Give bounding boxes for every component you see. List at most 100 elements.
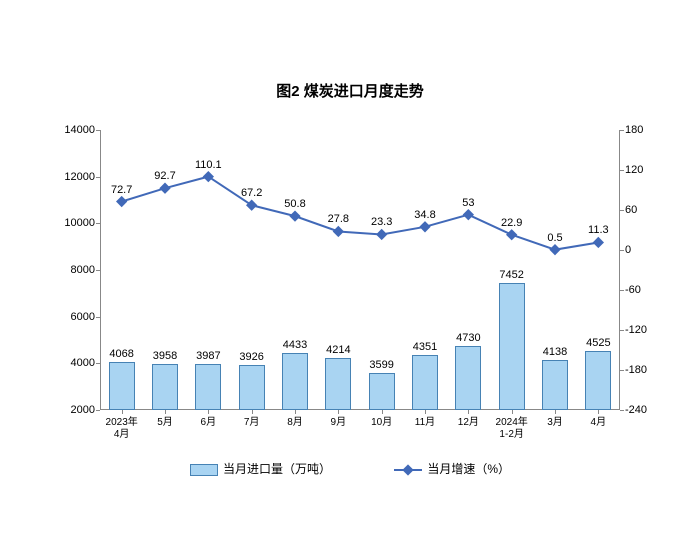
line-marker xyxy=(159,183,170,194)
line-marker xyxy=(246,200,257,211)
bar-label: 3987 xyxy=(196,350,220,362)
line-label: 27.8 xyxy=(328,213,349,225)
y-left-tick: 4000 xyxy=(60,357,95,369)
x-tick-mark xyxy=(468,410,469,414)
x-tick: 11月 xyxy=(405,417,445,429)
chart-legend: 当月进口量（万吨） 当月增速（%） xyxy=(0,460,700,477)
line-marker xyxy=(593,237,604,248)
bar-label: 4138 xyxy=(543,346,567,358)
y-right-tick: -120 xyxy=(625,324,660,336)
x-tick-mark xyxy=(122,410,123,414)
legend-bar-swatch xyxy=(190,464,218,476)
bar-label: 4351 xyxy=(413,341,437,353)
x-tick-mark xyxy=(252,410,253,414)
y-right-tick-mark xyxy=(620,250,624,251)
y-left-tick-mark xyxy=(96,410,100,411)
y-right-tick-mark xyxy=(620,290,624,291)
line-marker xyxy=(549,244,560,255)
line-label: 34.8 xyxy=(414,209,435,221)
line-marker xyxy=(333,226,344,237)
y-right-tick: -60 xyxy=(625,284,660,296)
y-left-tick: 10000 xyxy=(60,217,95,229)
line-label: 67.2 xyxy=(241,187,262,199)
line-label: 23.3 xyxy=(371,216,392,228)
y-left-tick: 14000 xyxy=(60,124,95,136)
y-right-tick: -180 xyxy=(625,364,660,376)
bar-label: 4214 xyxy=(326,344,350,356)
bar xyxy=(109,362,135,410)
y-right-tick-mark xyxy=(620,210,624,211)
chart-title: 图2 煤炭进口月度走势 xyxy=(0,80,700,101)
x-tick-mark xyxy=(165,410,166,414)
y-left-tick-mark xyxy=(96,363,100,364)
y-left-tick: 6000 xyxy=(60,311,95,323)
y-right-tick-mark xyxy=(620,370,624,371)
bar xyxy=(239,365,265,410)
y-left-tick-mark xyxy=(96,130,100,131)
bar-label: 3599 xyxy=(369,359,393,371)
x-tick-mark xyxy=(295,410,296,414)
legend-bar-item: 当月进口量（万吨） xyxy=(190,460,331,477)
bar xyxy=(369,373,395,410)
y-right-tick: 60 xyxy=(625,204,660,216)
line-label: 11.3 xyxy=(588,224,609,236)
line-label: 53 xyxy=(462,197,474,209)
x-tick: 7月 xyxy=(232,417,272,429)
x-tick: 6月 xyxy=(188,417,228,429)
y-left-tick: 12000 xyxy=(60,171,95,183)
line-label: 22.9 xyxy=(501,217,522,229)
bar-label: 3926 xyxy=(239,351,263,363)
x-tick: 12月 xyxy=(448,417,488,429)
legend-bar-label: 当月进口量（万吨） xyxy=(223,462,331,476)
y-right-tick-mark xyxy=(620,130,624,131)
x-tick-mark xyxy=(555,410,556,414)
x-tick-mark xyxy=(512,410,513,414)
line-series xyxy=(122,177,599,250)
y-left-tick-mark xyxy=(96,177,100,178)
legend-diamond-icon xyxy=(403,464,414,475)
line-label: 50.8 xyxy=(284,198,305,210)
line-label: 0.5 xyxy=(547,232,562,244)
bar-label: 4525 xyxy=(586,337,610,349)
y-right-tick-mark xyxy=(620,410,624,411)
y-left-tick-mark xyxy=(96,317,100,318)
bar-label: 4068 xyxy=(109,348,133,360)
y-left-tick: 2000 xyxy=(60,404,95,416)
x-tick: 2023年4月 xyxy=(102,417,142,441)
line-label: 92.7 xyxy=(154,170,175,182)
legend-line-swatch xyxy=(394,469,422,471)
line-marker xyxy=(376,229,387,240)
x-tick: 5月 xyxy=(145,417,185,429)
bar xyxy=(499,283,525,410)
bar xyxy=(152,364,178,410)
bar xyxy=(412,355,438,410)
bar-label: 7452 xyxy=(499,269,523,281)
y-right-tick: 120 xyxy=(625,164,660,176)
x-tick: 4月 xyxy=(578,417,618,429)
y-left-tick-mark xyxy=(96,223,100,224)
bar xyxy=(282,353,308,410)
bar xyxy=(195,364,221,410)
y-right-tick: 180 xyxy=(625,124,660,136)
line-marker xyxy=(506,229,517,240)
bar-label: 3958 xyxy=(153,350,177,362)
x-tick-mark xyxy=(598,410,599,414)
line-label: 110.1 xyxy=(195,159,222,171)
bar xyxy=(325,358,351,410)
x-axis: 2023年4月5月6月7月8月9月10月11月12月2024年1-2月3月4月 xyxy=(100,415,620,445)
bar xyxy=(455,346,481,410)
line-marker xyxy=(203,171,214,182)
bar-label: 4730 xyxy=(456,332,480,344)
x-tick: 9月 xyxy=(318,417,358,429)
line-label: 72.7 xyxy=(111,184,132,196)
x-tick-mark xyxy=(425,410,426,414)
legend-line-item: 当月增速（%） xyxy=(394,460,510,477)
y-axis-left: 2000400060008000100001200014000 xyxy=(60,130,100,410)
bar-label: 4433 xyxy=(283,339,307,351)
y-right-tick: -240 xyxy=(625,404,660,416)
line-marker xyxy=(463,209,474,220)
x-tick-mark xyxy=(338,410,339,414)
line-marker xyxy=(116,196,127,207)
y-right-tick: 0 xyxy=(625,244,660,256)
x-tick: 8月 xyxy=(275,417,315,429)
